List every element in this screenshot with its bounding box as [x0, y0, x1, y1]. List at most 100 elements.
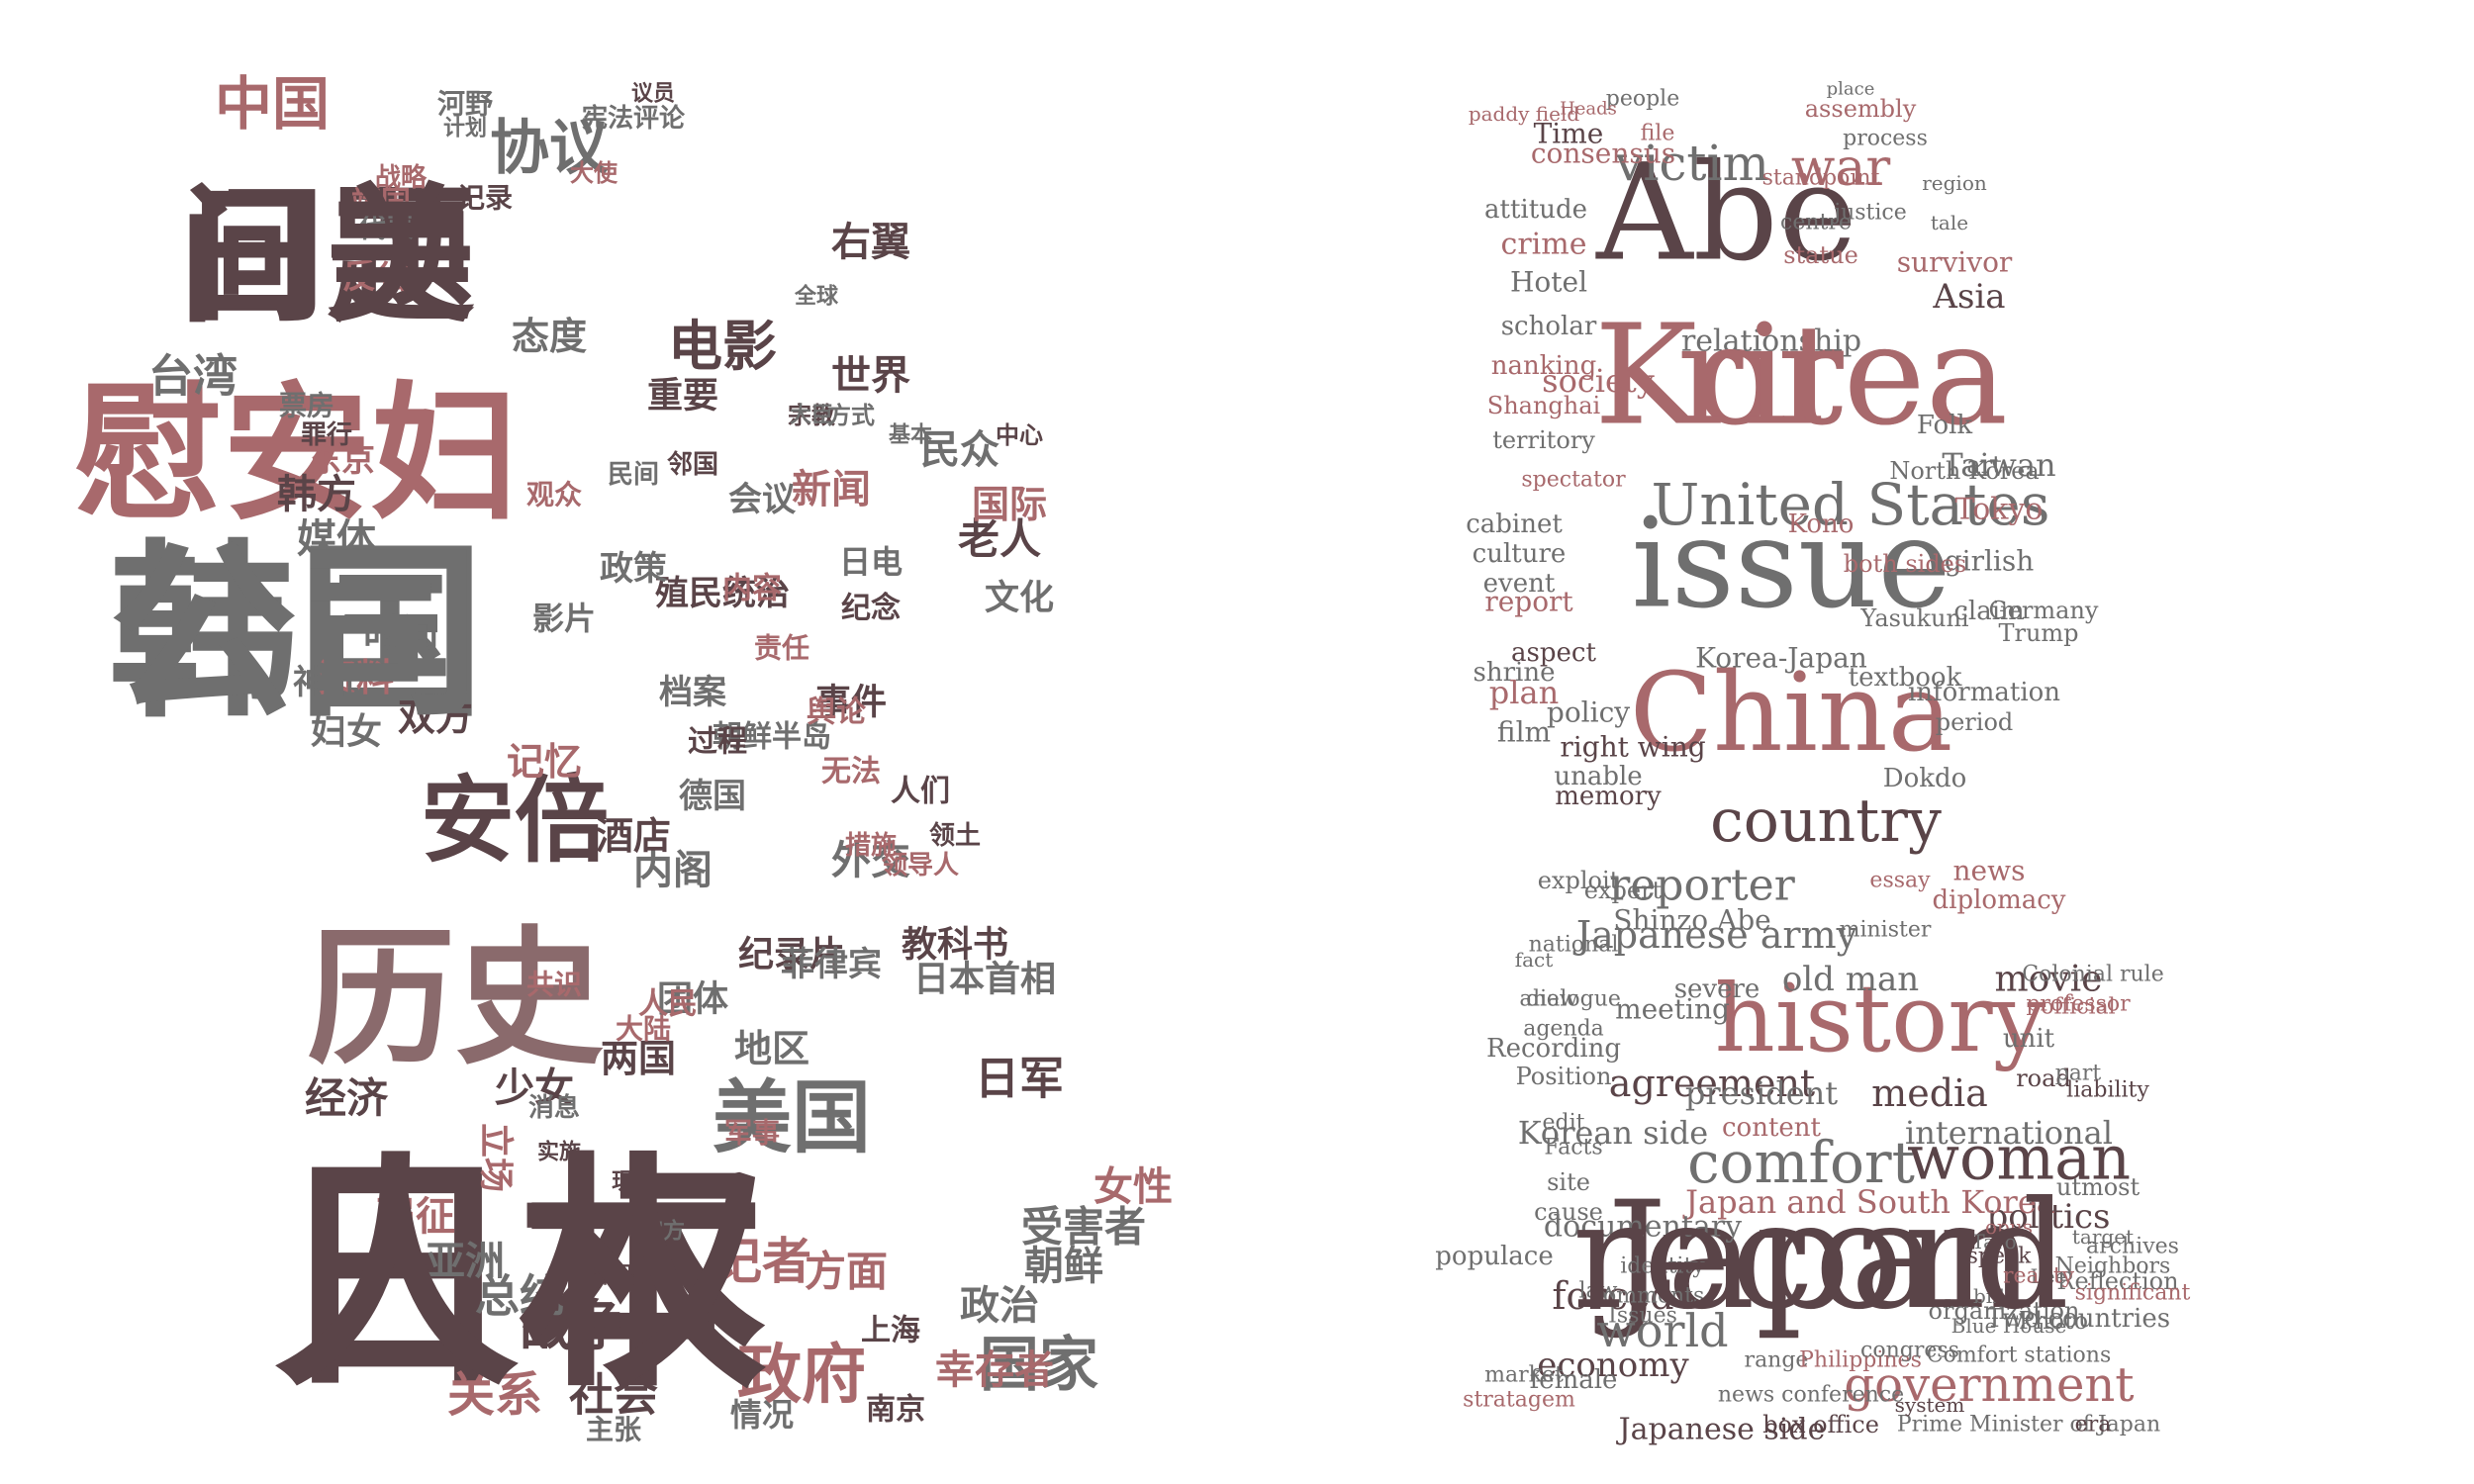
en_cloud-word: Heads — [1560, 99, 1617, 120]
en_cloud-word: media — [1871, 1071, 1988, 1115]
en_cloud-word: agreement — [1609, 1062, 1815, 1105]
en_cloud-word: art — [1966, 451, 2002, 479]
en_cloud-word: plan — [1489, 674, 1559, 711]
en_cloud-word: cabinet — [1466, 510, 1563, 539]
zh_cloud-word: 少女 — [495, 1066, 574, 1111]
en_cloud-word: Prime Minister of Japan — [1897, 1413, 2160, 1438]
en_cloud-word: minister — [1840, 918, 1932, 943]
zh_cloud-word: 历史 — [307, 913, 604, 1085]
en_cloud-word: exploit — [1538, 867, 1620, 894]
zh_cloud-word: 人权 — [272, 1133, 767, 1421]
en_cloud-word: Dokdo — [1883, 764, 1967, 793]
en_cloud-word: Germany — [1989, 597, 2099, 624]
en_cloud-word: China — [1630, 649, 1953, 776]
en_cloud-word: Shanghai — [1487, 392, 1601, 419]
en_cloud-word: identity — [1620, 1254, 1705, 1279]
zh_cloud-word: 票房 — [279, 390, 334, 422]
en_cloud-word: Colonial rule — [2022, 963, 2163, 987]
en_cloud-word: world — [1596, 1304, 1728, 1357]
zh_cloud-word: 殖民统治 — [655, 574, 790, 613]
zh_cloud-word: 地区 — [734, 1027, 809, 1070]
en_cloud-word: cause — [1534, 1198, 1603, 1226]
en_cloud-word: period — [1936, 708, 2014, 736]
zh_cloud-word: 外交 — [831, 838, 910, 883]
en_cloud-word: claim — [1953, 597, 2024, 626]
en_cloud-word: Japanese army — [1572, 913, 1858, 957]
zh_cloud-word: 新闻 — [792, 467, 871, 512]
en_cloud-word: box office — [1762, 1411, 1879, 1438]
zh_cloud-word: 纪录片 — [738, 935, 845, 975]
en_cloud-word: movie — [1995, 960, 2103, 1000]
zh_cloud-word: 事件 — [815, 683, 887, 723]
en_cloud-word: Shinzo Abe — [1613, 904, 1770, 937]
zh_cloud-word: 大使 — [570, 159, 618, 187]
en_cloud-word: expert — [1584, 877, 1663, 904]
en_cloud-word: Korean side — [1518, 1114, 1708, 1152]
zh_cloud-word: 大臣 — [790, 404, 833, 428]
zh_cloud-word: 邻国 — [667, 450, 718, 480]
zh_cloud-word: 强征 — [376, 1194, 455, 1240]
en_cloud-word: Asia — [1932, 277, 2005, 317]
zh_cloud-word: 韩国 — [109, 524, 485, 743]
zh_cloud-word: 靖国 — [351, 186, 411, 221]
en_cloud-word: tale — [1931, 211, 1968, 234]
en_cloud-word: culture — [1473, 539, 1567, 569]
en_cloud-word: content — [1722, 1113, 1822, 1143]
en_cloud-word: severe — [1674, 974, 1760, 1004]
en_cloud-word: paddy field — [1469, 102, 1580, 126]
zh_cloud-word: 国家 — [980, 1331, 1098, 1400]
en_cloud-word: unit — [2003, 1024, 2055, 1054]
en_cloud-word: bill — [1973, 1284, 2005, 1308]
en_cloud-word: international — [1905, 1114, 2113, 1152]
en_cloud-word: people — [1606, 87, 1680, 112]
en_cloud-word: Japan — [1594, 1170, 2035, 1343]
en_cloud-word: Kono — [1788, 510, 1855, 539]
en_cloud-word: opus — [1985, 1215, 2033, 1239]
zh_cloud-word: 记者 — [713, 1233, 811, 1290]
zh_cloud-word: 主张 — [586, 1414, 641, 1446]
en_cloud-word: girlish — [1945, 545, 2035, 578]
en_cloud-word: justice — [1831, 201, 1907, 226]
zh_cloud-word: 受害者 — [1021, 1203, 1146, 1252]
en_cloud-word: Reflection — [2056, 1267, 2178, 1295]
en_cloud-word: country — [1710, 787, 1942, 856]
en_cloud-word: Philippines — [1799, 1348, 1922, 1373]
chinese-word-cloud: 日本 韩国 问题 慰安妇 历史 安倍 美国 协议 中国 电影 台湾 政府 战争 国家 记者 朝鲜 政治 世界 外交关… — [74, 70, 1173, 1446]
en_cloud-word: Neighbors — [2055, 1254, 2171, 1279]
en_cloud-word: target — [2072, 1225, 2134, 1249]
zh_cloud-word: 文化 — [985, 579, 1054, 618]
en_cloud-word: forced — [1552, 1274, 1673, 1318]
zh_cloud-word: 台湾 — [148, 350, 238, 403]
en_cloud-word: Taro — [1971, 1230, 2016, 1253]
zh_cloud-word: 社会 — [569, 1369, 658, 1422]
en_cloud-word: Trump — [1998, 619, 2078, 647]
zh_cloud-word: 美国 — [713, 1072, 871, 1164]
en_cloud-word: system — [1895, 1393, 1965, 1417]
zh_cloud-word: 作品 — [592, 1264, 635, 1289]
zh_cloud-word: 菲律宾 — [781, 945, 882, 984]
zh_cloud-word: 关系 — [447, 1367, 542, 1423]
zh_cloud-word: 措施 — [845, 830, 897, 861]
en_cloud-word: file — [1641, 122, 1675, 146]
en_cloud-word: information — [1908, 678, 2060, 707]
zh_cloud-word: 双方 — [398, 696, 473, 739]
zh_cloud-word: 军事 — [724, 1117, 780, 1150]
zh_cloud-word: 日本 — [272, 1133, 767, 1421]
zh_cloud-word: 世界 — [831, 353, 910, 399]
en_cloud-word: Photo — [2019, 1307, 2088, 1335]
zh_cloud-word: 右翼 — [831, 220, 910, 265]
en_cloud-word: nanking — [1491, 351, 1596, 381]
zh_cloud-word: 总统 — [475, 1270, 564, 1323]
en_cloud-word: statue — [1783, 241, 1858, 269]
en_cloud-word: Time — [1534, 118, 1604, 150]
en_cloud-word: economy — [1537, 1345, 1689, 1385]
zh_cloud-word: 领土 — [929, 820, 981, 851]
zh_cloud-word: 日美 — [178, 171, 475, 343]
en_cloud-word: victim — [1614, 135, 1769, 192]
zh_cloud-word: 战争 — [520, 1294, 628, 1357]
zh_cloud-word: 日电 — [839, 543, 903, 581]
en_cloud-word: Folk — [1917, 411, 1973, 440]
en_cloud-word: comments — [1591, 1284, 1705, 1309]
zh_cloud-word: 教科书 — [902, 925, 1008, 966]
